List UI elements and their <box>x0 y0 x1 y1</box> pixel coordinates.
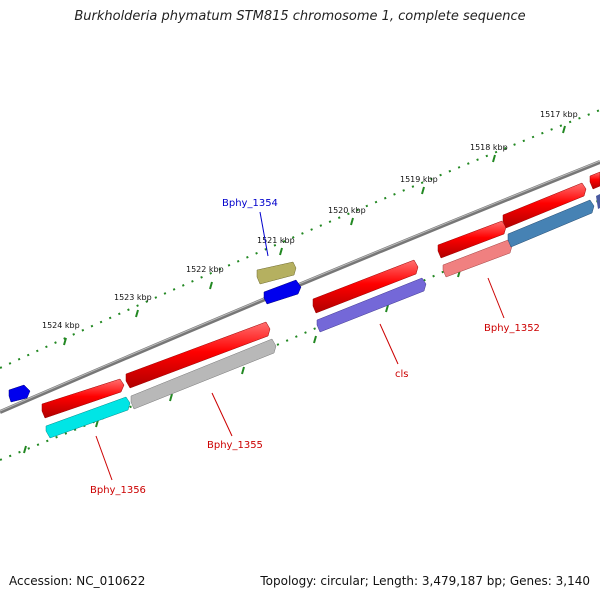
leader-bphy-1352 <box>487 277 505 319</box>
map-title: Burkholderia phymatum STM815 chromosome … <box>74 9 526 24</box>
backbone-highlight <box>0 160 600 412</box>
leader-bphy-1354 <box>259 211 269 257</box>
cds-forward[interactable] <box>41 378 125 419</box>
gene-labels: Bphy_1352 cls Bphy_1354 Bphy_1355 Bphy_1… <box>90 198 540 496</box>
tick-label-1524: 1524 kbp <box>42 321 80 330</box>
cds-forward[interactable] <box>589 171 600 190</box>
cds-bphy-1354[interactable] <box>256 261 297 285</box>
tick-label-1519: 1519 kbp <box>400 175 438 184</box>
cds-bphy-1356[interactable] <box>45 396 131 439</box>
cds-cls[interactable] <box>316 277 427 333</box>
outer-tick-track <box>0 109 600 369</box>
label-cls[interactable]: cls <box>395 369 409 380</box>
cds-reverse[interactable] <box>596 194 600 209</box>
label-bphy-1356[interactable]: Bphy_1356 <box>90 485 146 496</box>
cds-small-blue[interactable] <box>263 279 302 305</box>
cds-bphy-1355[interactable] <box>130 338 277 410</box>
chromosome-backbone <box>0 160 600 414</box>
tick-label-1517: 1517 kbp <box>540 110 578 119</box>
cds-forward[interactable] <box>502 182 587 229</box>
kbp-tick-labels: 1517 kbp 1518 kbp 1519 kbp 1520 kbp 1521… <box>42 110 578 330</box>
accession-label: Accession: NC_010622 <box>9 574 146 588</box>
label-bphy-1354[interactable]: Bphy_1354 <box>222 198 278 209</box>
label-bphy-1355[interactable]: Bphy_1355 <box>207 440 263 451</box>
tick-label-1521: 1521 kbp <box>257 236 295 245</box>
genome-summary: Topology: circular; Length: 3,479,187 bp… <box>260 574 590 588</box>
reverse-genes <box>45 194 600 439</box>
tick-label-1522: 1522 kbp <box>186 265 224 274</box>
tick-label-1520: 1520 kbp <box>328 206 366 215</box>
leader-bphy-1356 <box>95 435 113 481</box>
cds-small-blue[interactable] <box>8 384 31 403</box>
cds-reverse[interactable] <box>507 199 595 248</box>
cds-forward[interactable] <box>312 259 419 314</box>
cds-forward[interactable] <box>437 220 507 259</box>
tick-label-1518: 1518 kbp <box>470 143 508 152</box>
forward-genes <box>41 171 600 419</box>
leader-cls <box>379 323 399 365</box>
cds-forward[interactable] <box>125 321 271 389</box>
leader-bphy-1355 <box>211 392 233 437</box>
label-bphy-1352[interactable]: Bphy_1352 <box>484 323 540 334</box>
tick-label-1523: 1523 kbp <box>114 293 152 302</box>
